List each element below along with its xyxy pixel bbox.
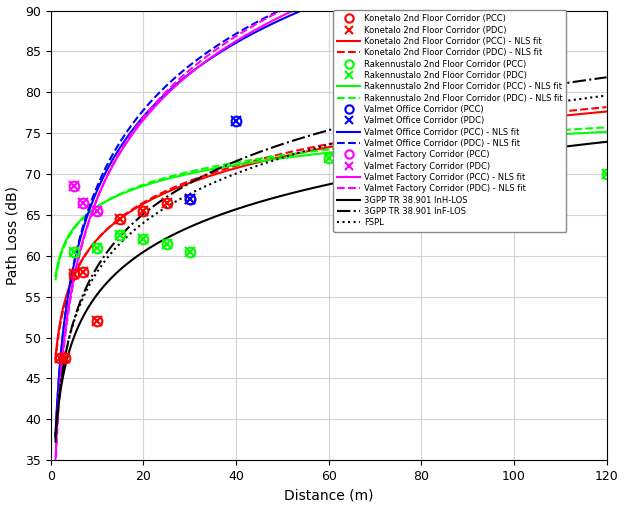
X-axis label: Distance (m): Distance (m): [284, 489, 373, 502]
Legend: Konetalo 2nd Floor Corridor (PCC), Konetalo 2nd Floor Corridor (PDC), Konetalo 2: Konetalo 2nd Floor Corridor (PCC), Konet…: [333, 10, 567, 232]
Y-axis label: Path Loss (dB): Path Loss (dB): [6, 186, 19, 285]
